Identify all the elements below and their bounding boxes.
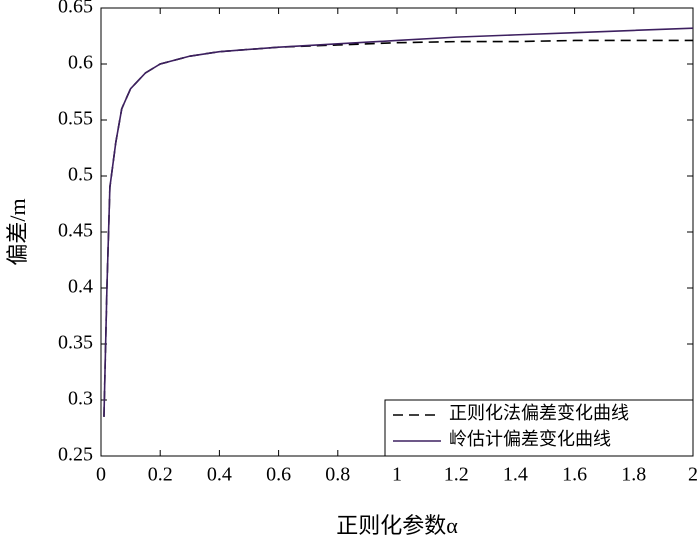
y-tick-label: 0.4 [68, 276, 93, 298]
x-tick-label: 1 [392, 464, 402, 486]
line-series [103, 27, 694, 417]
y-tick-label: 0.3 [68, 388, 93, 410]
y-axis-label: 偏差/m [5, 198, 30, 265]
x-tick-label: 0 [96, 464, 106, 486]
legend-label: 岭估计偏差变化曲线 [449, 429, 611, 449]
legend-box [384, 399, 694, 457]
y-tick-label: 0.45 [58, 220, 93, 242]
x-tick-label: 1.8 [621, 464, 646, 486]
y-tick-label: 0.6 [68, 52, 93, 74]
y-tick-label: 0.55 [58, 108, 93, 130]
plot-frame [100, 7, 694, 457]
x-tick-label: 0.6 [266, 464, 291, 486]
x-tick-label: 1.2 [444, 464, 469, 486]
x-tick-label: 1.4 [503, 464, 528, 486]
y-tick-label: 0.65 [58, 0, 93, 18]
y-tick-label: 0.25 [58, 444, 93, 466]
x-tick-label: 0.8 [325, 464, 350, 486]
x-tick-label: 0.2 [148, 464, 173, 486]
line-series [103, 39, 693, 417]
x-tick-label: 1.6 [562, 464, 587, 486]
x-tick-label: 2 [688, 464, 698, 486]
x-axis-label: 正则化参数α [336, 513, 458, 538]
y-tick-label: 0.35 [58, 332, 93, 354]
x-tick-label: 0.4 [207, 464, 232, 486]
y-tick-label: 0.5 [68, 164, 93, 186]
legend-label: 正则化法偏差变化曲线 [449, 403, 629, 423]
